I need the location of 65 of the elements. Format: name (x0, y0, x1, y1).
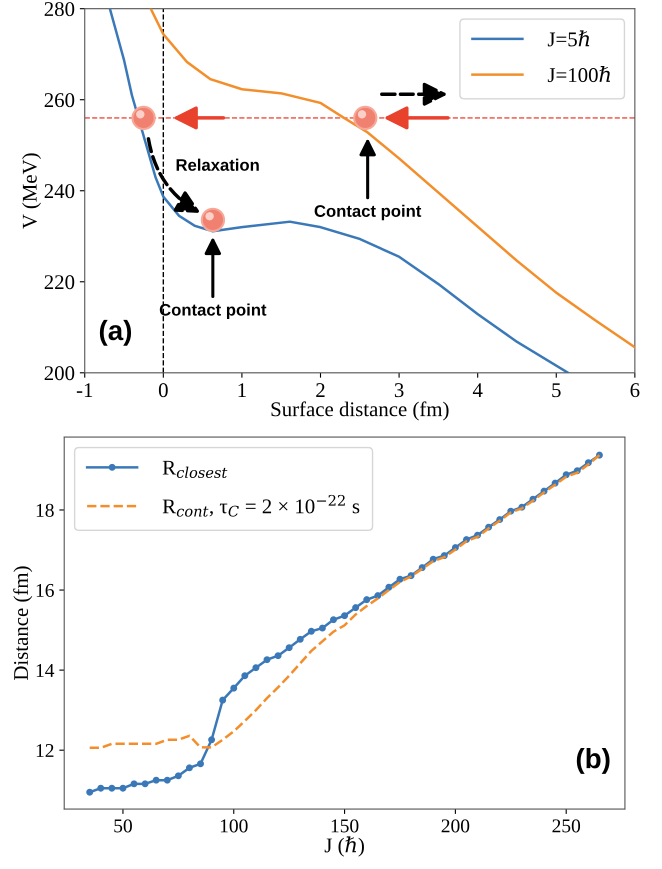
annotation: Relaxation (176, 158, 259, 171)
point (374, 592, 382, 600)
point (86, 788, 94, 796)
point (264, 656, 270, 664)
x-tick-label: 5 (552, 383, 561, 398)
annotation: Contact point (160, 303, 266, 320)
x-tick-label: 200 (442, 819, 470, 832)
point (385, 584, 392, 591)
point (296, 636, 304, 643)
point (330, 616, 337, 624)
point (252, 664, 260, 672)
point (97, 784, 104, 792)
point (208, 736, 216, 744)
point (142, 780, 149, 788)
point (286, 644, 293, 652)
point (174, 772, 182, 780)
point (186, 764, 193, 772)
point (230, 684, 238, 692)
point (197, 760, 204, 768)
y-tick-label: 12 (36, 744, 54, 757)
y-tick-label: 260 (44, 93, 74, 108)
point (108, 784, 116, 792)
point (363, 596, 370, 604)
y-tick-label: 240 (44, 184, 74, 198)
x-axis-title: J (ℏ) (324, 836, 364, 857)
y-tick-label: 280 (44, 2, 74, 16)
y-tick-label: 16 (36, 584, 54, 597)
x-axis-title: Surface distance (fm) (272, 401, 449, 421)
point (308, 628, 315, 635)
line-series (150, 8, 635, 349)
legend-label: R$_{closest}$ (162, 460, 228, 478)
point (274, 652, 282, 660)
legend-label: J=5ℏ (548, 30, 590, 46)
x-tick-label: 50 (114, 819, 132, 832)
x-tick-label: 250 (552, 819, 580, 832)
annotation: (a) (100, 320, 132, 346)
x-tick-label: 3 (394, 383, 404, 398)
point (396, 576, 404, 583)
x-tick-label: -1 (76, 383, 92, 397)
x-tick-label: 1 (238, 383, 246, 397)
x-tick-label: 150 (332, 819, 358, 832)
x-tick-label: 4 (472, 383, 483, 397)
point (341, 612, 348, 620)
y-axis-title: Distance (fm) (13, 566, 32, 680)
x-tick-label: 6 (630, 383, 640, 398)
point (318, 624, 326, 632)
point (219, 696, 226, 704)
y-tick-label: 14 (36, 664, 54, 677)
legend-label: R$_{cont}$, τ$_{C}$ = 2 × 10$^{−22}$ s (162, 494, 360, 517)
point (152, 776, 160, 784)
point (241, 672, 248, 680)
y-tick-label: 18 (36, 504, 54, 517)
y-tick-label: 200 (44, 366, 74, 380)
y-axis-title: V (MeV) (22, 153, 41, 229)
x-tick-label: 0 (158, 383, 168, 398)
y-tick-label: 220 (44, 275, 74, 290)
legend-label: J=100ℏ (548, 66, 610, 82)
annotation: (b) (576, 748, 610, 774)
annotation: Contact point (314, 204, 422, 220)
x-tick-label: 100 (220, 819, 248, 832)
point (352, 604, 360, 612)
point (130, 780, 138, 788)
x-tick-label: 2 (316, 383, 325, 397)
point (164, 776, 171, 784)
point (119, 784, 126, 792)
